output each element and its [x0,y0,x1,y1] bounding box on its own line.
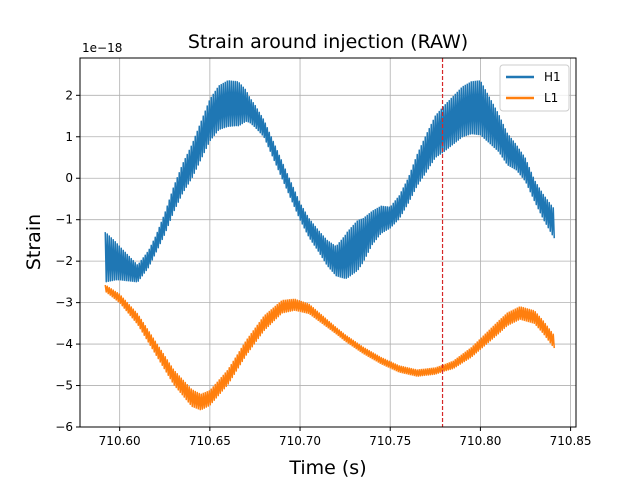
y-axis: −6 −5 −4 −3 −2 −1 0 1 2 [55,88,80,434]
plot-area [104,80,555,411]
x-tick-label: 710.70 [279,434,321,448]
chart-title: Strain around injection (RAW) [188,31,468,53]
legend: H1 L1 [499,64,570,112]
x-tick-label: 710.60 [99,434,141,448]
series-line-h1 [104,80,555,283]
x-axis: 710.60 710.65 710.70 710.75 710.80 710.85 [99,427,592,448]
y-tick-label: −2 [55,254,73,268]
y-tick-label: −6 [55,420,73,434]
legend-label-l1: L1 [544,91,558,105]
y-axis-label: Strain [23,214,45,270]
legend-label-h1: H1 [544,70,561,84]
x-tick-label: 710.85 [550,434,592,448]
y-tick-label: −5 [55,379,73,393]
y-tick-label: 0 [65,171,73,185]
axes-frame [79,57,577,428]
x-axis-label: Time (s) [288,457,366,479]
y-tick-label: −1 [55,213,73,227]
series-line-l1 [104,284,555,411]
x-tick-label: 710.80 [459,434,501,448]
y-tick-label: 1 [65,130,73,144]
x-tick-label: 710.75 [369,434,411,448]
y-tick-label: 2 [65,88,73,102]
y-tick-label: −3 [55,296,73,310]
y-tick-label: −4 [55,337,73,351]
y-offset-text: 1e−18 [82,41,122,55]
x-tick-label: 710.65 [189,434,231,448]
